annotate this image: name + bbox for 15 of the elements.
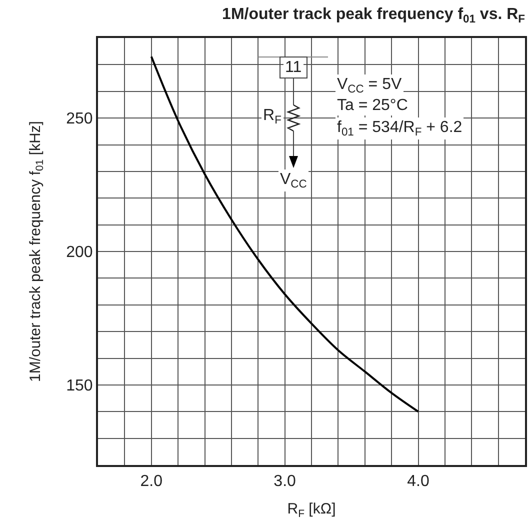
x-tick-label: 2.0: [140, 473, 163, 490]
annotation: R$_{F}$: [263, 107, 282, 126]
y-tick-label: 200: [66, 244, 93, 262]
y-tick-label: 150: [66, 378, 93, 395]
line-series: [150, 56, 420, 413]
annotation: Ta = 25°C: [337, 97, 408, 114]
y-tick-label: 250: [66, 110, 93, 128]
x-axis-title: R$_{F}$ [kΩ]: [287, 500, 336, 520]
chart-title: 1M/outer track peak frequency f$_{01}$ vs. R$_{F}$: [222, 6, 526, 26]
annotation: V$_{CC}$: [280, 171, 307, 190]
x-tick-label: 4.0: [407, 473, 430, 490]
annotation: V$_{CC}$ = 5V: [337, 76, 402, 96]
annotation: f$_{01}$ = 534/R$_{F}$ + 6.2: [337, 119, 462, 138]
annotation: 11: [285, 59, 302, 76]
x-tick-label: 3.0: [274, 473, 296, 490]
